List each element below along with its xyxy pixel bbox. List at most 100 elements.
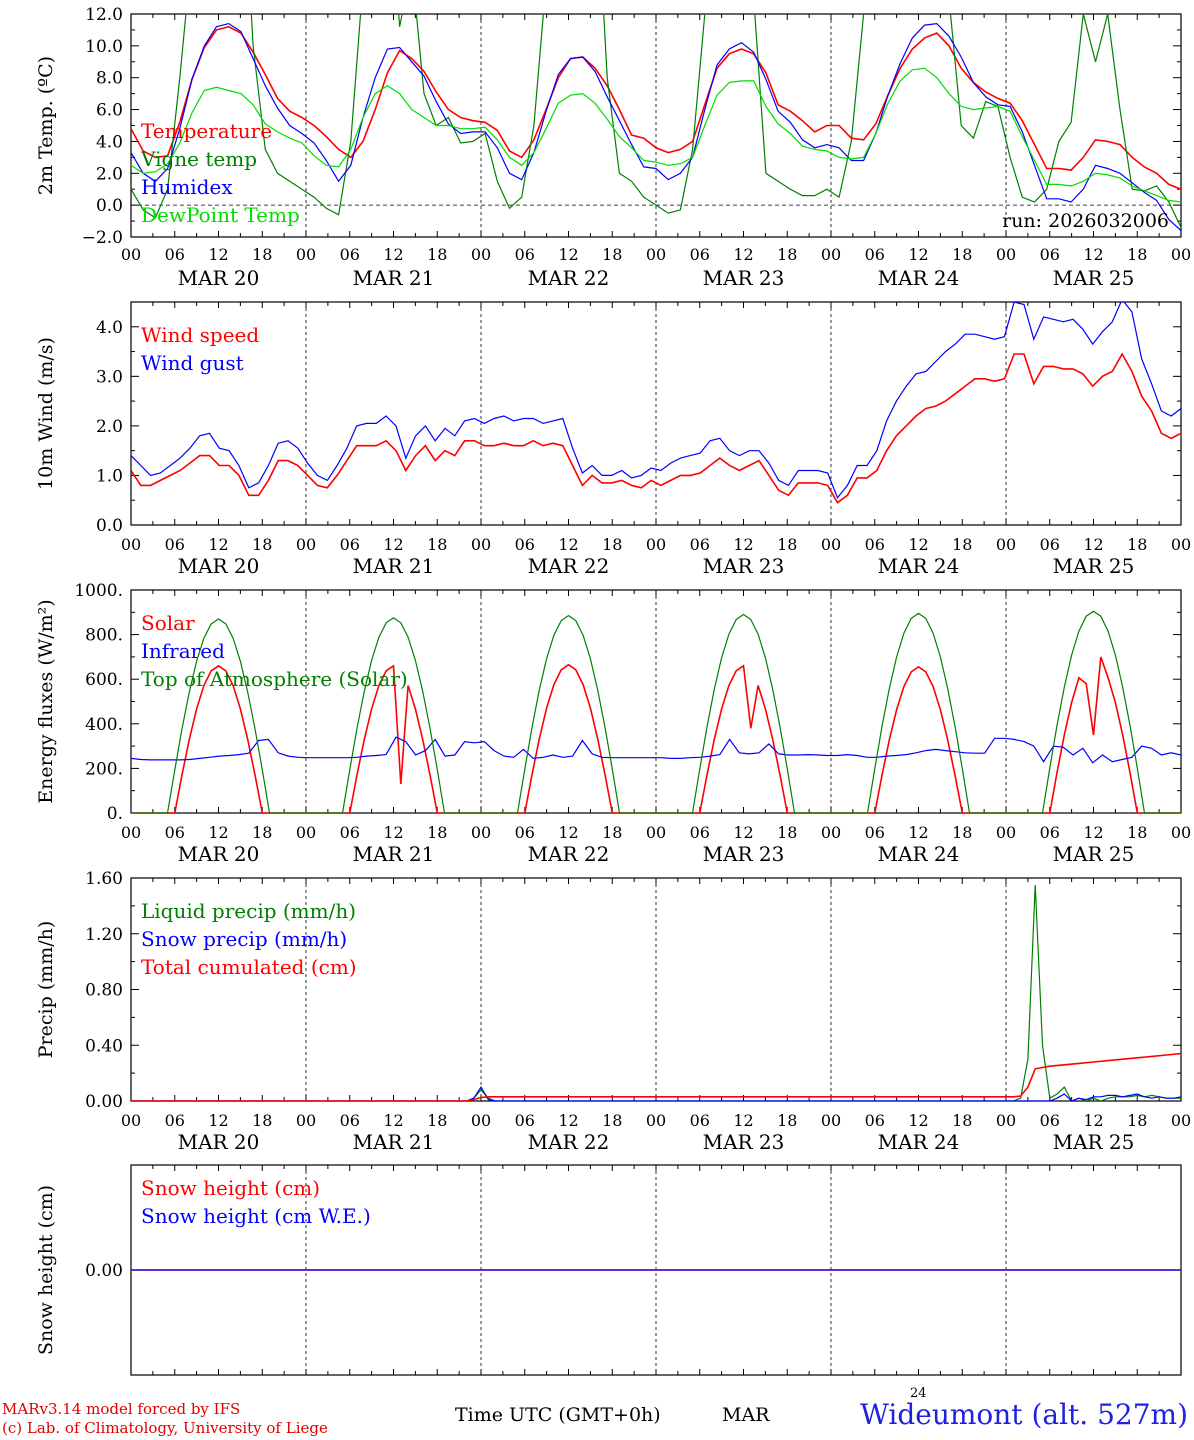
footer-credits: MARv3.14 model forced by IFS (c) Lab. of… — [2, 1400, 328, 1438]
x-hour-label: 06 — [515, 535, 535, 554]
legend-entry: Snow precip (mm/h) — [141, 927, 347, 951]
y-tick-label: −2.0 — [82, 228, 123, 248]
x-day-label: MAR 23 — [703, 1130, 785, 1154]
x-hour-label: 12 — [208, 535, 228, 554]
x-hour-label: 00 — [646, 823, 666, 842]
x-hour-label: 00 — [471, 535, 491, 554]
y-axis-label: 2m Temp. (ºC) — [35, 56, 57, 195]
x-hour-label: 12 — [908, 535, 928, 554]
x-hour-label: 06 — [1040, 535, 1060, 554]
footer-copyright: (c) Lab. of Climatology, University of L… — [2, 1419, 328, 1437]
x-hour-label: 00 — [996, 245, 1016, 264]
x-hour-label: 06 — [865, 1111, 885, 1130]
x-hour-label: 12 — [1083, 823, 1103, 842]
x-hour-label: 12 — [733, 1111, 753, 1130]
x-hour-label: 06 — [515, 245, 535, 264]
x-hour-label: 00 — [646, 1111, 666, 1130]
x-hour-label: 12 — [208, 245, 228, 264]
x-day-label: MAR 24 — [878, 1130, 960, 1154]
y-tick-label: 2.0 — [96, 164, 123, 184]
x-hour-label: 06 — [690, 535, 710, 554]
x-day-label: MAR 21 — [353, 842, 435, 866]
y-tick-label: 3.0 — [96, 367, 123, 387]
x-hour-label: 18 — [777, 823, 797, 842]
x-hour-label: 18 — [1127, 535, 1147, 554]
x-hour-label: 18 — [427, 535, 447, 554]
x-hour-label: 06 — [340, 1111, 360, 1130]
x-hour-label: 12 — [1083, 1111, 1103, 1130]
y-tick-label: 6.0 — [96, 101, 123, 121]
x-day-label: MAR 25 — [1053, 842, 1135, 866]
x-hour-label: 18 — [427, 823, 447, 842]
x-day-label: MAR 24 — [878, 266, 960, 290]
x-hour-label: 12 — [908, 1111, 928, 1130]
x-hour-label: 18 — [952, 1111, 972, 1130]
footer-month: MAR — [722, 1404, 770, 1426]
x-hour-label: 18 — [1127, 823, 1147, 842]
x-hour-label: 00 — [996, 535, 1016, 554]
x-hour-label: 18 — [252, 245, 272, 264]
x-hour-label: 18 — [777, 245, 797, 264]
x-hour-label: 06 — [165, 823, 185, 842]
x-hour-label: 00 — [996, 1111, 1016, 1130]
series-line-humidex — [131, 22, 1181, 232]
x-hour-label: 12 — [558, 535, 578, 554]
legend-entry: Liquid precip (mm/h) — [141, 899, 356, 923]
x-hour-label: 00 — [296, 823, 316, 842]
x-day-label: MAR 23 — [703, 266, 785, 290]
x-hour-label: 12 — [908, 245, 928, 264]
x-hour-label: 18 — [952, 823, 972, 842]
y-tick-label: 800. — [85, 626, 123, 646]
x-day-label: MAR 25 — [1053, 554, 1135, 578]
panel-5: 0.00 Snow height (cm) Snow height (cm) Snow… — [35, 1164, 1182, 1376]
x-hour-label: 18 — [777, 535, 797, 554]
x-hour-label: 06 — [165, 535, 185, 554]
y-axis-label: Precip (mm/h) — [35, 921, 57, 1059]
legend-entry: Temperature — [141, 119, 272, 143]
panel-4: 0.00 0.40 0.80 1.20 1.60 Precip (mm/h) Liquid … — [35, 869, 1191, 1154]
legend-entry: DewPoint Temp — [141, 203, 300, 227]
x-hour-label: 00 — [996, 823, 1016, 842]
x-hour-label: 18 — [427, 245, 447, 264]
series-line-vigne-temp — [131, 14, 1181, 228]
y-axis-label: 10m Wind (m/s) — [35, 337, 57, 490]
plot-area — [131, 610, 1181, 813]
x-hour-label: 06 — [690, 1111, 710, 1130]
y-tick-label: 0.00 — [85, 1092, 123, 1112]
station-title: Wideumont (alt. 527m) — [860, 1398, 1188, 1431]
x-hour-label: 12 — [383, 535, 403, 554]
x-hour-label: 00 — [121, 1111, 141, 1130]
x-day-label: MAR 20 — [178, 554, 260, 578]
x-hour-label: 12 — [208, 1111, 228, 1130]
y-tick-label: 8.0 — [96, 69, 123, 89]
legend-entry: Vigne temp — [140, 147, 257, 171]
x-hour-label: 12 — [1083, 245, 1103, 264]
x-day-label: MAR 21 — [353, 1130, 435, 1154]
legend-entry: Top of Atmosphere (Solar) — [141, 667, 408, 691]
plot-area — [131, 14, 1181, 232]
y-tick-label: 0.00 — [85, 1261, 123, 1281]
x-day-label: MAR 23 — [703, 554, 785, 578]
x-hour-label: 00 — [121, 823, 141, 842]
x-hour-label: 00 — [821, 535, 841, 554]
panel-frame — [130, 589, 1182, 814]
y-axis-label: Snow height (cm) — [35, 1185, 57, 1355]
series-line-wind-speed — [131, 352, 1181, 504]
x-hour-label: 00 — [296, 245, 316, 264]
series-line-total-cumulated-cm- — [131, 1052, 1181, 1101]
x-hour-label: 00 — [821, 245, 841, 264]
x-hour-label: 18 — [602, 245, 622, 264]
x-hour-label: 12 — [383, 245, 403, 264]
x-hour-label: 18 — [777, 1111, 797, 1130]
legend-entry: Snow height (cm) — [141, 1176, 320, 1200]
x-hour-label: 00 — [821, 1111, 841, 1130]
x-hour-label: 12 — [383, 823, 403, 842]
x-hour-label: 06 — [865, 823, 885, 842]
legend-entry: Humidex — [141, 175, 233, 199]
x-hour-label: 06 — [690, 245, 710, 264]
x-hour-label: 12 — [208, 823, 228, 842]
x-hour-label: 18 — [252, 535, 272, 554]
x-hour-label: 06 — [165, 1111, 185, 1130]
footer-model: MARv3.14 model forced by IFS — [2, 1400, 241, 1418]
x-hour-label: 00 — [121, 535, 141, 554]
